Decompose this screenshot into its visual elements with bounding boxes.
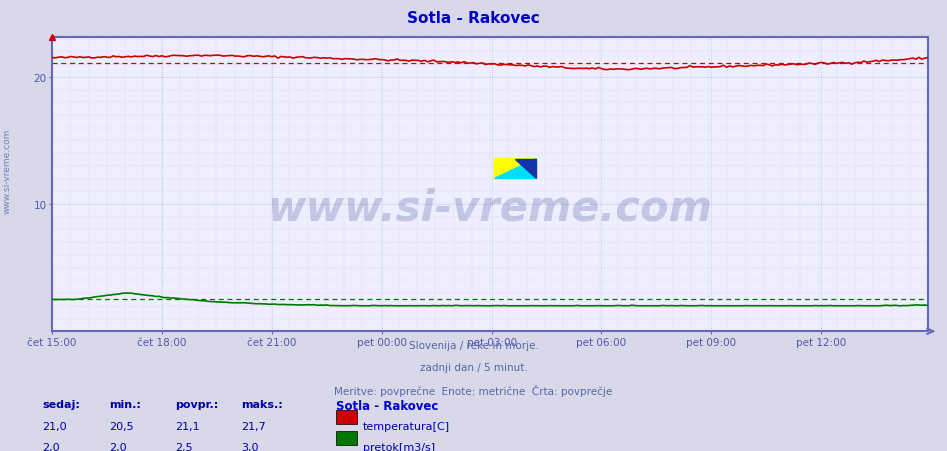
Text: sedaj:: sedaj:: [43, 399, 80, 409]
Text: min.:: min.:: [109, 399, 141, 409]
Text: Sotla - Rakovec: Sotla - Rakovec: [336, 399, 438, 412]
Text: www.si-vreme.com: www.si-vreme.com: [268, 188, 712, 229]
Text: pretok[m3/s]: pretok[m3/s]: [363, 442, 435, 451]
Text: zadnji dan / 5 minut.: zadnji dan / 5 minut.: [420, 362, 527, 372]
Text: 3,0: 3,0: [241, 442, 259, 451]
Text: 2,0: 2,0: [43, 442, 61, 451]
Text: temperatura[C]: temperatura[C]: [363, 421, 450, 431]
Text: 20,5: 20,5: [109, 421, 134, 431]
Text: Sotla - Rakovec: Sotla - Rakovec: [407, 11, 540, 26]
Text: 21,7: 21,7: [241, 421, 266, 431]
Text: povpr.:: povpr.:: [175, 399, 219, 409]
Text: 2,0: 2,0: [109, 442, 127, 451]
Text: 2,5: 2,5: [175, 442, 193, 451]
Text: Slovenija / reke in morje.: Slovenija / reke in morje.: [408, 341, 539, 350]
Text: www.si-vreme.com: www.si-vreme.com: [3, 129, 12, 214]
Text: 21,1: 21,1: [175, 421, 200, 431]
Text: maks.:: maks.:: [241, 399, 283, 409]
Text: 21,0: 21,0: [43, 421, 67, 431]
Text: Meritve: povprečne  Enote: metrične  Črta: povprečje: Meritve: povprečne Enote: metrične Črta:…: [334, 384, 613, 396]
